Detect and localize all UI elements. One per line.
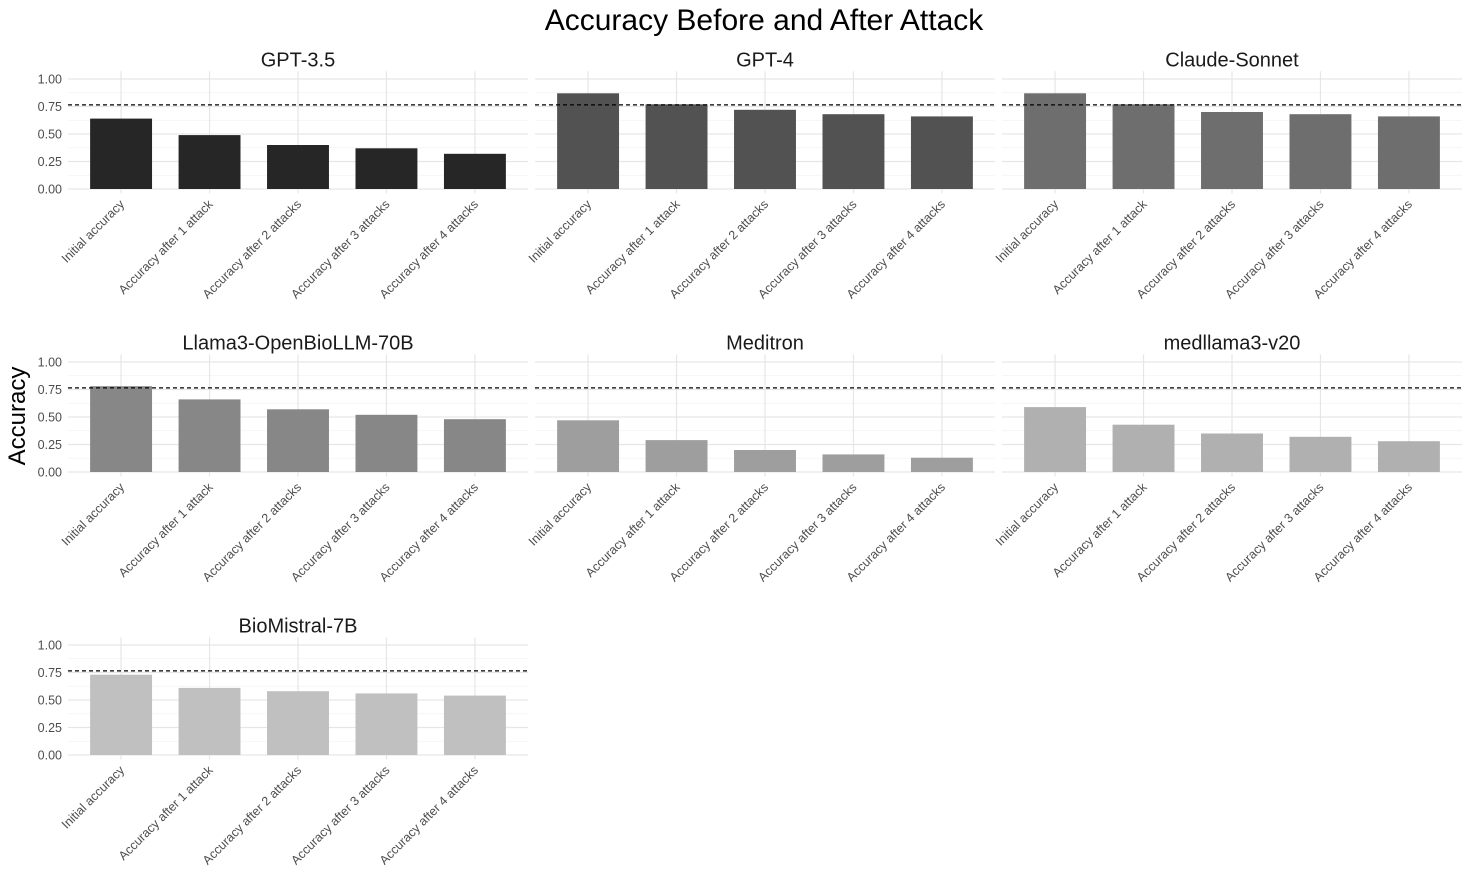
panel-title: GPT-4 — [736, 49, 794, 71]
x-tick-label: Accuracy after 3 attacks — [288, 480, 392, 584]
x-tick-label: Accuracy after 4 attacks — [1311, 480, 1415, 584]
x-tick-label: Initial accuracy — [59, 763, 128, 832]
panel-title: medllama3-v20 — [1164, 332, 1301, 354]
x-tick-label: Accuracy after 1 attack — [583, 197, 683, 297]
bar-Claude-Sonnet-1 — [1024, 93, 1087, 189]
bar-BioMistral-7B-3 — [267, 691, 329, 755]
bar-GPT-4-2 — [645, 104, 708, 189]
panel-title: Meditron — [726, 332, 804, 354]
bar-Llama3-OpenBioLLM-70B-3 — [267, 409, 329, 472]
bar-Claude-Sonnet-4 — [1289, 114, 1352, 189]
bar-Llama3-OpenBioLLM-70B-5 — [443, 419, 506, 472]
bar-Llama3-OpenBioLLM-70B-2 — [178, 399, 241, 472]
y-axis-label: Accuracy — [4, 367, 31, 466]
y-tick-label: 0.25 — [38, 155, 62, 169]
x-tick-label: Accuracy after 3 attacks — [1222, 197, 1326, 301]
x-tick-label: Accuracy after 4 attacks — [377, 197, 481, 301]
x-tick-label: Accuracy after 1 attack — [116, 480, 216, 580]
x-tick-label: Accuracy after 2 attacks — [1134, 197, 1238, 301]
bar-GPT-3.5-2 — [178, 135, 241, 189]
x-tick-label: Accuracy after 4 attacks — [377, 763, 481, 867]
bar-GPT-3.5-4 — [355, 148, 418, 189]
x-tick-label: Accuracy after 1 attack — [1050, 480, 1150, 580]
bar-Claude-Sonnet-3 — [1201, 112, 1263, 189]
bar-BioMistral-7B-4 — [355, 693, 418, 755]
bar-medllama3-v20-3 — [1201, 433, 1263, 472]
panel-title: Llama3-OpenBioLLM-70B — [182, 332, 413, 354]
y-tick-label: 1.00 — [38, 73, 62, 87]
x-tick-label: Accuracy after 1 attack — [116, 197, 216, 297]
y-tick-label: 0.25 — [38, 721, 62, 735]
bar-BioMistral-7B-5 — [443, 695, 506, 755]
y-tick-label: 0.00 — [38, 183, 62, 197]
bar-GPT-3.5-3 — [267, 145, 329, 189]
x-tick-label: Accuracy after 2 attacks — [200, 763, 304, 867]
x-tick-label: Initial accuracy — [993, 480, 1062, 549]
bar-GPT-4-4 — [822, 114, 885, 189]
bar-GPT-4-5 — [910, 116, 973, 189]
y-tick-label: 0.75 — [38, 383, 62, 397]
bar-Meditron-5 — [910, 457, 973, 472]
y-tick-label: 1.00 — [38, 356, 62, 370]
y-tick-label: 0.75 — [38, 100, 62, 114]
y-tick-label: 0.75 — [38, 666, 62, 680]
bar-GPT-4-1 — [557, 93, 620, 189]
x-tick-label: Accuracy after 3 attacks — [288, 197, 392, 301]
x-tick-label: Accuracy after 4 attacks — [844, 197, 948, 301]
panel-title: BioMistral-7B — [239, 615, 358, 637]
x-tick-label: Accuracy after 2 attacks — [667, 480, 771, 584]
x-tick-label: Accuracy after 3 attacks — [288, 763, 392, 867]
x-tick-label: Accuracy after 1 attack — [116, 763, 216, 863]
x-tick-label: Accuracy after 3 attacks — [1222, 480, 1326, 584]
x-tick-label: Accuracy after 2 attacks — [200, 197, 304, 301]
bar-Meditron-3 — [734, 450, 796, 472]
bar-Llama3-OpenBioLLM-70B-1 — [90, 386, 153, 472]
bar-Claude-Sonnet-5 — [1377, 116, 1440, 189]
chart-title: Accuracy Before and After Attack — [545, 4, 985, 37]
bar-Meditron-2 — [645, 440, 708, 472]
y-tick-label: 0.00 — [38, 466, 62, 480]
x-tick-label: Initial accuracy — [59, 197, 128, 266]
y-tick-label: 0.50 — [38, 128, 62, 142]
x-tick-label: Accuracy after 1 attack — [1050, 197, 1150, 297]
y-tick-label: 0.25 — [38, 438, 62, 452]
bar-medllama3-v20-2 — [1112, 424, 1175, 472]
bar-BioMistral-7B-1 — [90, 674, 153, 755]
bar-medllama3-v20-1 — [1024, 407, 1087, 472]
x-tick-label: Initial accuracy — [526, 480, 595, 549]
bar-Claude-Sonnet-2 — [1112, 104, 1175, 189]
y-tick-label: 0.00 — [38, 749, 62, 763]
x-tick-label: Initial accuracy — [526, 197, 595, 266]
bar-GPT-3.5-5 — [443, 153, 506, 189]
x-tick-label: Accuracy after 2 attacks — [200, 480, 304, 584]
bar-medllama3-v20-5 — [1377, 441, 1440, 472]
x-tick-label: Accuracy after 2 attacks — [667, 197, 771, 301]
bar-Meditron-1 — [557, 420, 620, 472]
x-tick-label: Accuracy after 4 attacks — [1311, 197, 1415, 301]
x-tick-label: Accuracy after 4 attacks — [377, 480, 481, 584]
x-tick-label: Accuracy after 4 attacks — [844, 480, 948, 584]
bar-BioMistral-7B-2 — [178, 687, 241, 755]
panel-title: Claude-Sonnet — [1165, 49, 1299, 71]
panel-title: GPT-3.5 — [261, 49, 335, 71]
bar-Meditron-4 — [822, 454, 885, 472]
bar-medllama3-v20-4 — [1289, 436, 1352, 472]
bar-GPT-4-3 — [734, 109, 796, 189]
x-tick-label: Initial accuracy — [993, 197, 1062, 266]
x-tick-label: Accuracy after 1 attack — [583, 480, 683, 580]
y-tick-label: 0.50 — [38, 411, 62, 425]
x-tick-label: Accuracy after 3 attacks — [755, 197, 859, 301]
bar-GPT-3.5-1 — [90, 118, 153, 189]
x-tick-label: Accuracy after 3 attacks — [755, 480, 859, 584]
x-tick-label: Accuracy after 2 attacks — [1134, 480, 1238, 584]
x-tick-label: Initial accuracy — [59, 480, 128, 549]
bar-Llama3-OpenBioLLM-70B-4 — [355, 414, 418, 472]
y-tick-label: 0.50 — [38, 694, 62, 708]
y-tick-label: 1.00 — [38, 639, 62, 653]
